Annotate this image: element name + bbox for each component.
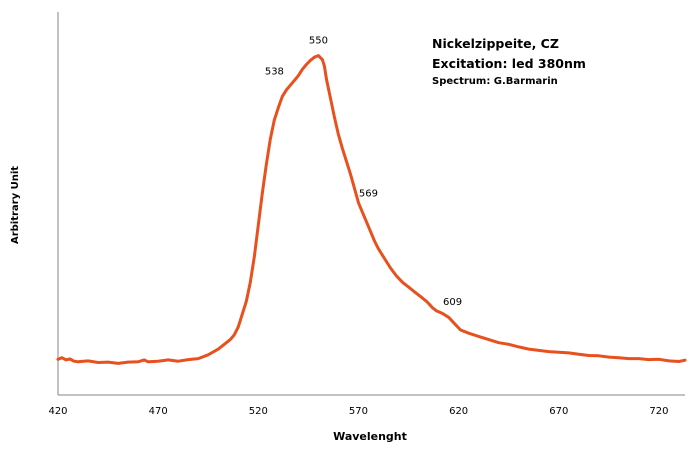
chart-title-block: Nickelzippeite, CZ Excitation: led 380nm…: [432, 34, 586, 89]
chart-subtitle: Excitation: led 380nm: [432, 56, 586, 71]
chart-credit: Spectrum: G.Barmarin: [432, 76, 558, 87]
y-axis-label: Arbitrary Unit: [10, 166, 21, 244]
peak-label: 550: [309, 36, 328, 47]
x-tick-label: 620: [449, 406, 468, 417]
x-tick-label: 670: [549, 406, 568, 417]
x-tick-label: 570: [349, 406, 368, 417]
x-tick-label: 520: [249, 406, 268, 417]
spectrum-line: [56, 54, 687, 365]
peak-annotations: 550 538 569 609: [265, 36, 462, 308]
peak-label: 538: [265, 66, 284, 77]
x-tick-labels: 420 470 520 570 620 670 720: [48, 406, 668, 417]
x-tick-label: 470: [149, 406, 168, 417]
chart-title: Nickelzippeite, CZ: [432, 36, 559, 51]
x-tick-label: 720: [649, 406, 668, 417]
peak-label: 569: [359, 188, 378, 199]
x-axis-label: Wavelenght: [333, 430, 407, 443]
peak-label: 609: [443, 297, 462, 308]
x-tick-label: 420: [48, 406, 67, 417]
